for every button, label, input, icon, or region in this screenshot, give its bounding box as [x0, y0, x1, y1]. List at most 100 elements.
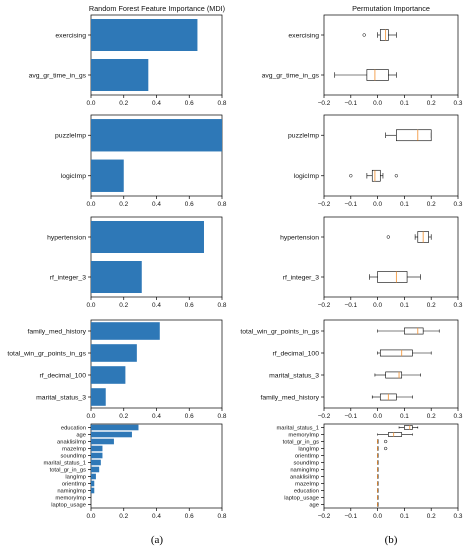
y-tick-label: langImp — [65, 475, 86, 481]
chart-a-1: 0.0 0.2 0.4 0.6 0.8 puzzleImp logicImp — [55, 114, 227, 208]
bar-anaklisiimp — [91, 438, 114, 445]
bar-soundimp — [91, 452, 103, 459]
x-tick-label: 0.0 — [373, 100, 382, 107]
x-tick-label: 0.0 — [87, 413, 96, 420]
box-logicimp — [349, 169, 399, 182]
chart-b-2: −0.2 −0.1 0.0 0.1 0.2 0.3 hypertension rf_integ… — [280, 216, 463, 309]
box-rf-integer-3 — [369, 271, 421, 283]
y-tick-label: rf_integer_3 — [50, 274, 86, 281]
x-tick-label: −0.1 — [344, 413, 357, 420]
bar-avg-gr-time-in-gs — [91, 59, 149, 91]
box-family-med-history — [371, 393, 413, 401]
chart-a-2: 0.0 0.2 0.4 0.6 0.8 hypertension rf_integer_3 — [47, 216, 227, 309]
chart-b-3: −0.2 −0.1 0.0 0.1 0.2 0.3 total_win_gr_points_… — [240, 319, 463, 420]
box-total-gr-in-gs — [377, 439, 388, 444]
box-marital-status-1 — [398, 425, 419, 430]
y-tick-label: avg_gr_time_in_gs — [29, 72, 87, 79]
iqr-box — [366, 69, 389, 81]
x-tick-label: 0.1 — [400, 302, 409, 309]
bar-education — [91, 424, 139, 431]
iqr-box — [379, 29, 389, 41]
axes-frame — [323, 319, 459, 409]
x-tick-label: −0.1 — [344, 513, 357, 520]
bar-hypertension — [91, 221, 204, 253]
x-tick-label: −0.1 — [344, 302, 357, 309]
y-tick-label: puzzleImp — [288, 133, 319, 140]
box-orientimp — [377, 453, 379, 458]
y-tick-label: rf_integer_3 — [283, 274, 319, 281]
y-tick-label: exercising — [55, 32, 86, 39]
y-tick-label: laptop_usage — [284, 496, 319, 502]
y-tick-label: memoryImp — [55, 496, 86, 502]
x-tick-label: 0.6 — [185, 513, 194, 520]
x-tick-label: 0.4 — [152, 413, 161, 420]
box-langimp — [377, 446, 388, 451]
y-tick-label: anaklisiImp — [57, 440, 86, 446]
x-tick-label: 0.2 — [119, 302, 128, 309]
box-hypertension — [386, 231, 432, 243]
box-rf-decimal-100 — [377, 349, 432, 357]
box-anaklisiimp — [377, 474, 379, 479]
box-total-win-gr-points-in-gs — [377, 327, 440, 335]
chart-a-0: 0.0 0.2 0.4 0.6 0.8 exercising avg_gr_time_in_… — [29, 14, 227, 107]
x-tick-label: 0.0 — [87, 513, 96, 520]
box-education — [377, 488, 379, 493]
y-tick-label: marital_status_1 — [276, 426, 319, 432]
x-tick-label: −0.1 — [344, 100, 357, 107]
x-tick-label: 0.3 — [454, 302, 463, 309]
x-tick-label: −0.1 — [344, 201, 357, 208]
x-tick-label: 0.0 — [87, 201, 96, 208]
box-mazeimp — [377, 481, 379, 486]
iqr-box — [404, 327, 424, 335]
bar-total-win-gr-points-in-gs — [91, 344, 137, 362]
chart-b-1: −0.2 −0.1 0.0 0.1 0.2 0.3 puzzleImp logicImp — [288, 114, 463, 208]
x-tick-label: 0.1 — [400, 513, 409, 520]
x-tick-label: 0.3 — [454, 201, 463, 208]
x-tick-label: −0.2 — [318, 100, 331, 107]
y-tick-label: exercising — [288, 32, 319, 39]
x-tick-label: 0.0 — [87, 100, 96, 107]
iqr-box — [377, 271, 408, 283]
chart-b-0: −0.2 −0.1 0.0 0.1 0.2 0.3 exercising avg_gr_tim… — [262, 14, 463, 107]
axes-frame — [323, 114, 459, 197]
box-exercising — [362, 29, 397, 41]
y-tick-label: age — [309, 503, 319, 509]
y-tick-label: hypertension — [47, 234, 86, 241]
y-tick-label: marital_status_1 — [43, 461, 86, 467]
y-tick-label: mazeImp — [295, 482, 319, 488]
y-tick-label: anaklisiImp — [290, 475, 319, 481]
bar-marital-status-3 — [91, 388, 106, 406]
iqr-box — [388, 432, 403, 437]
x-tick-label: 0.2 — [119, 413, 128, 420]
x-tick-label: 0.1 — [400, 201, 409, 208]
y-tick-label: marital_status_3 — [36, 394, 86, 401]
y-tick-label: soundImp — [61, 454, 86, 460]
y-tick-label: total_gr_in_gs — [283, 440, 320, 446]
x-tick-label: 0.0 — [373, 413, 382, 420]
x-tick-label: 0.8 — [218, 413, 227, 420]
x-tick-label: 0.3 — [454, 513, 463, 520]
box-laptop-usage — [377, 495, 379, 500]
x-tick-label: 0.1 — [400, 413, 409, 420]
y-tick-label: namingImp — [57, 489, 86, 495]
flier-point — [383, 439, 388, 444]
x-tick-label: −0.2 — [318, 302, 331, 309]
axes-frame — [323, 423, 459, 509]
y-tick-label: rf_decimal_100 — [273, 350, 320, 357]
bar-namingimp — [91, 487, 95, 494]
chart-a-4: 0.0 0.2 0.4 0.6 0.8educationageanaklisiImpma… — [43, 423, 227, 520]
y-tick-label: rf_decimal_100 — [40, 372, 87, 379]
x-tick-label: 0.8 — [218, 302, 227, 309]
y-tick-label: family_med_history — [27, 328, 86, 335]
flier-point — [383, 446, 388, 451]
y-tick-label: puzzleImp — [55, 133, 86, 140]
bar-rf-decimal-100 — [91, 366, 126, 384]
y-tick-label: memoryImp — [288, 433, 319, 439]
x-tick-label: 0.2 — [427, 201, 436, 208]
y-tick-label: orientImp — [62, 482, 86, 488]
x-tick-label: 0.6 — [185, 100, 194, 107]
x-tick-label: 0.2 — [119, 513, 128, 520]
y-tick-label: hypertension — [280, 234, 319, 241]
caption-a: (a) — [151, 534, 164, 546]
x-tick-label: −0.2 — [318, 201, 331, 208]
